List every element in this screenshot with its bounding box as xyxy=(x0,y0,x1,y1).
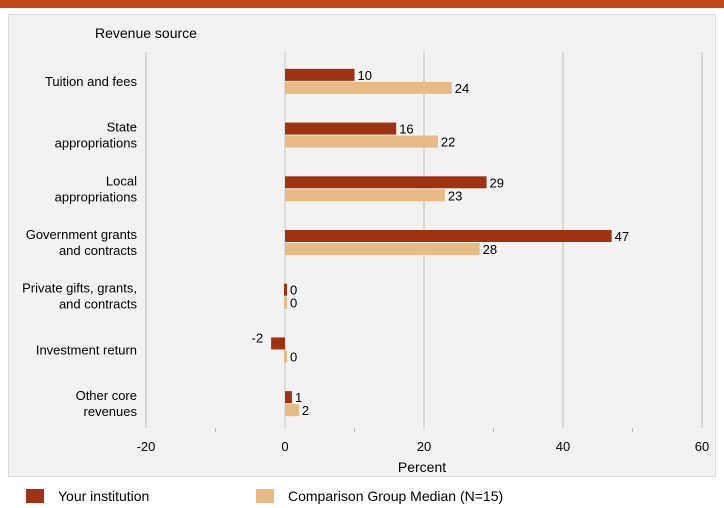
category-labels: Tuition and feesStateappropriationsLocal… xyxy=(22,74,137,419)
category-label: Local xyxy=(106,173,137,188)
x-tick-label: 60 xyxy=(695,439,709,454)
data-label: 2 xyxy=(302,403,309,418)
data-label: 23 xyxy=(448,188,462,203)
x-tick-label: 40 xyxy=(556,439,570,454)
data-label: 22 xyxy=(441,135,455,150)
bar-your-institution xyxy=(285,176,487,189)
category-label: appropriations xyxy=(55,136,138,151)
bar-your-institution xyxy=(284,283,287,296)
bar-comparison-median xyxy=(285,404,299,417)
category-label: and contracts xyxy=(59,297,138,312)
data-label: 28 xyxy=(483,242,497,257)
category-label: Investment return xyxy=(36,342,137,357)
category-label: appropriations xyxy=(55,189,138,204)
bar-your-institution xyxy=(285,122,397,135)
category-label: State xyxy=(107,120,137,135)
x-tick-labels: -20 0 20 40 60 xyxy=(137,439,710,454)
category-label: Government grants xyxy=(26,227,138,242)
data-label: 24 xyxy=(455,81,469,96)
bar-comparison-median xyxy=(284,296,287,309)
data-label: -2 xyxy=(252,330,264,345)
legend: Your institution Comparison Group Median… xyxy=(0,484,724,508)
data-label: 0 xyxy=(290,296,297,311)
bars xyxy=(271,68,612,417)
bar-comparison-median xyxy=(284,350,287,363)
bar-comparison-median xyxy=(285,135,438,148)
category-label: revenues xyxy=(84,404,138,419)
data-label: 16 xyxy=(399,122,413,137)
x-tick-label: 20 xyxy=(417,439,431,454)
data-label: 1 xyxy=(295,390,302,405)
data-label: 29 xyxy=(490,175,504,190)
legend-label-your-institution: Your institution xyxy=(58,488,150,504)
category-label: and contracts xyxy=(59,243,138,258)
category-label: Other core xyxy=(76,388,137,403)
legend-swatch-your-institution xyxy=(26,489,44,503)
legend-swatch-comparison-median xyxy=(256,489,274,503)
legend-item-comparison-median: Comparison Group Median (N=15) xyxy=(256,486,503,506)
y-axis-title: Revenue source xyxy=(95,25,197,41)
bar-comparison-median xyxy=(285,243,480,255)
x-tick-label: -20 xyxy=(137,439,156,454)
bar-your-institution xyxy=(285,230,612,242)
header-bar xyxy=(0,0,724,8)
data-label: 0 xyxy=(290,349,297,364)
category-label: Private gifts, grants, xyxy=(22,281,137,296)
legend-label-comparison-median: Comparison Group Median (N=15) xyxy=(288,488,504,504)
bar-your-institution xyxy=(285,68,355,81)
data-label: 0 xyxy=(290,283,297,298)
bar-your-institution xyxy=(285,391,292,404)
data-label: 47 xyxy=(615,229,629,244)
bar-your-institution xyxy=(271,337,285,350)
legend-item-your-institution: Your institution xyxy=(26,486,149,506)
bar-comparison-median xyxy=(285,189,445,202)
category-label: Tuition and fees xyxy=(45,74,138,89)
x-axis-title: Percent xyxy=(398,459,446,475)
x-tick-label: 0 xyxy=(281,439,288,454)
data-label: 10 xyxy=(358,68,372,83)
bar-comparison-median xyxy=(285,81,452,94)
